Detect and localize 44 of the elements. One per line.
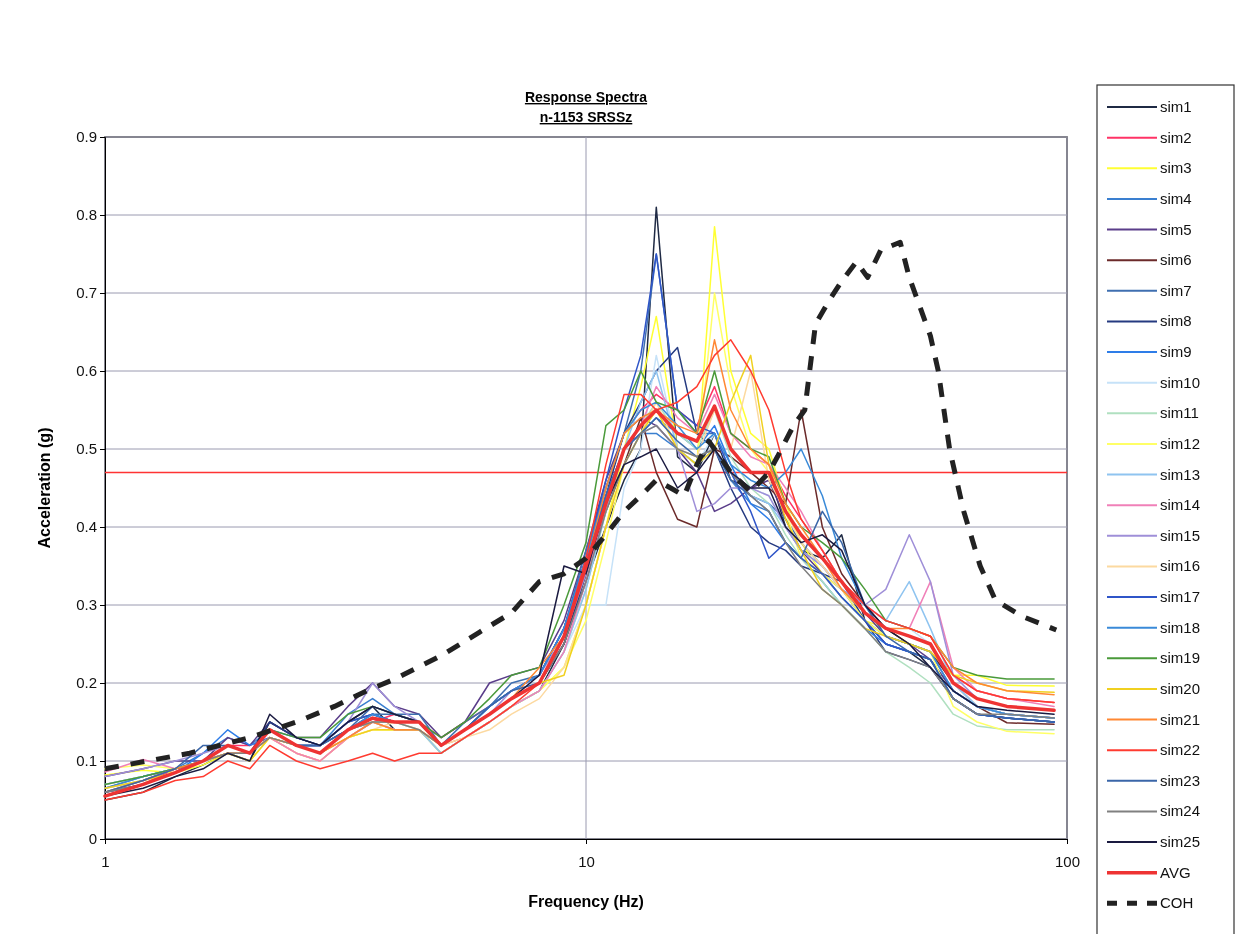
x-axis-title: Frequency (Hz)	[528, 893, 644, 910]
y-tick-label: 0.8	[76, 206, 97, 224]
x-tick-label: 10	[578, 852, 595, 870]
legend-label: sim6	[1160, 251, 1192, 269]
chart-subtitle: n-1153 SRSSz	[539, 109, 633, 125]
legend-label: sim19	[1160, 649, 1201, 667]
y-tick-label: 0.4	[76, 518, 97, 536]
y-axis-title: Acceleration (g)	[36, 427, 53, 549]
legend-label: AVG	[1160, 863, 1191, 881]
chart-title: Response Spectra	[524, 89, 648, 105]
y-tick-label: 0.7	[76, 284, 97, 302]
legend-label: sim21	[1160, 710, 1201, 728]
x-tick-label: 100	[1054, 852, 1081, 870]
legend-label: sim1	[1160, 98, 1192, 115]
legend-label: sim10	[1160, 373, 1201, 391]
legend-label: sim20	[1160, 679, 1201, 697]
y-tick-label: 0	[88, 830, 97, 848]
y-tick-label: 0.2	[76, 674, 97, 692]
legend-label: sim22	[1160, 741, 1201, 759]
legend-label: sim4	[1160, 189, 1192, 207]
y-tick-label: 0.9	[76, 128, 97, 146]
legend-label: sim13	[1160, 465, 1201, 483]
legend-label: sim9	[1160, 343, 1192, 361]
y-tick-label: 0.6	[76, 362, 97, 380]
legend-label: sim2	[1160, 128, 1192, 146]
y-tick-label: 0.5	[76, 440, 97, 458]
legend-label: sim12	[1160, 434, 1201, 452]
y-tick-label: 0.3	[76, 596, 97, 614]
legend-label: sim5	[1160, 220, 1192, 238]
legend-label: sim23	[1160, 771, 1201, 789]
legend-label: sim16	[1160, 557, 1201, 575]
legend-label: sim14	[1160, 496, 1201, 514]
legend-label: sim24	[1160, 802, 1201, 820]
legend-label: sim17	[1160, 588, 1201, 606]
legend-label: COH	[1160, 894, 1194, 912]
x-tick-label: 1	[101, 852, 110, 870]
legend-label: sim25	[1160, 833, 1201, 851]
legend-label: sim8	[1160, 312, 1192, 330]
legend-label: sim7	[1160, 281, 1192, 299]
y-tick-label: 0.1	[76, 752, 97, 770]
legend-label: sim18	[1160, 618, 1201, 636]
legend-label: sim15	[1160, 526, 1201, 544]
legend-label: sim11	[1160, 404, 1199, 422]
legend-label: sim3	[1160, 159, 1192, 177]
